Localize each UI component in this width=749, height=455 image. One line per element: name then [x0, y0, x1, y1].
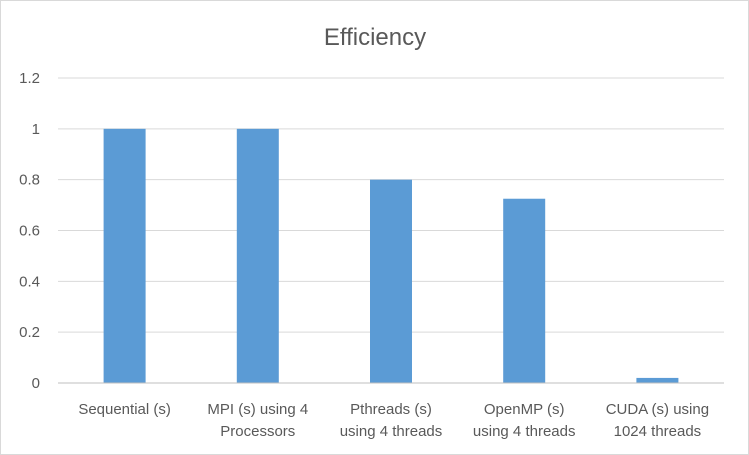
- x-category-label: Processors: [220, 423, 295, 440]
- y-tick-label: 0.4: [19, 273, 40, 290]
- x-category-label: using 4 threads: [473, 423, 576, 440]
- bar: [503, 198, 546, 383]
- y-tick-label: 0.8: [19, 172, 40, 189]
- y-tick-label: 1: [32, 121, 40, 138]
- x-category-label: OpenMP (s): [484, 401, 565, 418]
- x-category-label: MPI (s) using 4: [207, 401, 308, 418]
- x-category-label: CUDA (s) using: [606, 401, 709, 418]
- y-tick-label: 0.2: [19, 324, 40, 341]
- x-category-label: 1024 threads: [614, 423, 702, 440]
- x-category-label: Sequential (s): [78, 401, 171, 418]
- bars: [103, 128, 679, 383]
- bar: [103, 128, 146, 383]
- y-tick-label: 1.2: [19, 70, 40, 87]
- chart-title: Efficiency: [324, 24, 426, 51]
- y-tick-label: 0.6: [19, 223, 40, 240]
- bar: [636, 377, 679, 383]
- bar: [370, 179, 412, 383]
- x-axis-labels: Sequential (s) MPI (s) using 4 Processors P…: [78, 401, 709, 440]
- bar: [236, 128, 279, 383]
- x-category-label: Pthreads (s): [350, 401, 432, 418]
- y-tick-label: 0: [32, 375, 40, 392]
- x-category-label: using 4 threads: [340, 423, 443, 440]
- y-axis-ticks: 0 0.2 0.4 0.6 0.8 1 1.2: [19, 70, 40, 392]
